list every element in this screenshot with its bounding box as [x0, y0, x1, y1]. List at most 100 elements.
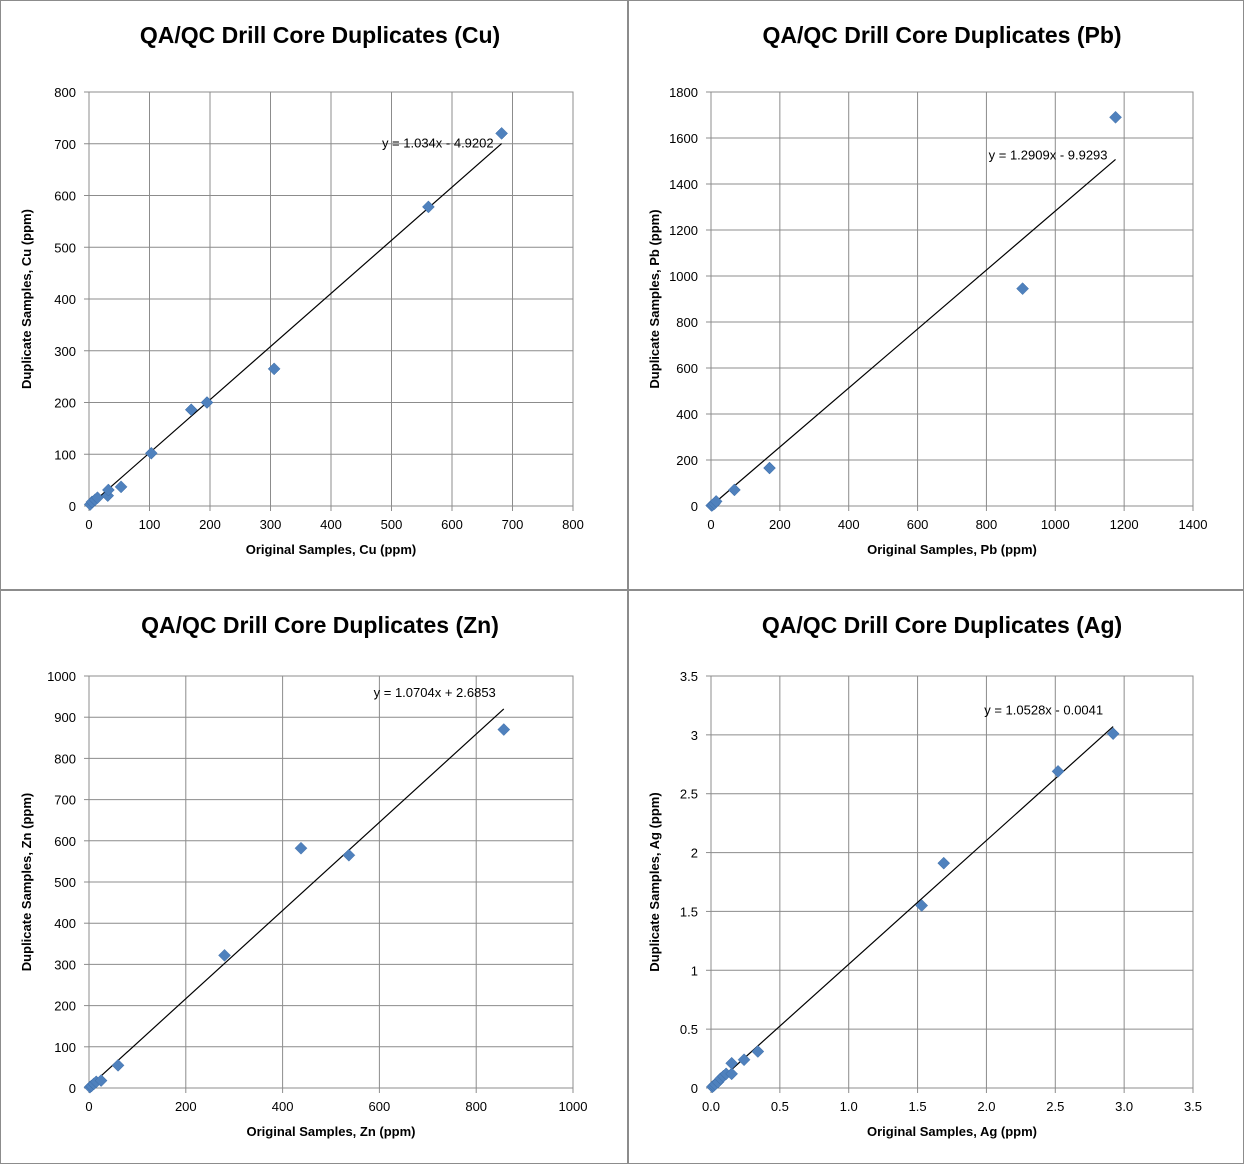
x-tick-label: 500 [381, 517, 403, 532]
y-tick-label: 0 [691, 1081, 698, 1096]
data-point [751, 1045, 765, 1058]
x-tick-label: 400 [272, 1099, 294, 1114]
x-tick-label: 1400 [1179, 517, 1208, 532]
data-point [144, 446, 158, 460]
y-tick-label: 1200 [669, 223, 698, 238]
x-tick-label: 200 [175, 1099, 197, 1114]
data-point [709, 495, 723, 508]
x-axis-label: Original Samples, Pb (ppm) [867, 542, 1037, 557]
y-tick-label: 500 [54, 875, 76, 890]
y-tick-label: 900 [54, 710, 76, 725]
y-tick-label: 600 [676, 361, 698, 376]
chart-svg: QA/QC Drill Core Duplicates (Zn) 0 200 400 6… [19, 612, 588, 1139]
chart-title: QA/QC Drill Core Duplicates (Pb) [762, 22, 1121, 48]
y-tick-label: 1000 [47, 669, 76, 684]
y-tick-label: 400 [54, 292, 76, 307]
chart-zn: QA/QC Drill Core Duplicates (Zn) 0 200 400 6… [0, 590, 628, 1164]
data-point [114, 480, 128, 494]
data-point [1106, 727, 1120, 741]
x-tick-label: 0 [85, 1099, 92, 1114]
y-tick-label: 2.5 [680, 787, 698, 802]
y-axis-label: Duplicate Samples, Pb (ppm) [647, 209, 662, 388]
x-axis-label: Original Samples, Zn (ppm) [246, 1124, 415, 1139]
trendline-equation: y = 1.0528x - 0.0041 [984, 703, 1103, 718]
y-axis-label: Duplicate Samples, Ag (ppm) [647, 792, 662, 971]
y-tick-label: 100 [54, 447, 76, 462]
data-point [422, 200, 435, 214]
x-tick-label: 600 [441, 517, 463, 532]
trendline [88, 708, 505, 1088]
y-axis-label: Duplicate Samples, Cu (ppm) [19, 209, 34, 389]
x-tick-label: 100 [139, 517, 161, 532]
x-tick-label: 200 [199, 517, 221, 532]
y-tick-label: 0 [69, 1081, 76, 1096]
data-point [267, 362, 281, 376]
x-tick-label: 0 [707, 517, 714, 532]
chart-title: QA/QC Drill Core Duplicates (Cu) [140, 22, 500, 48]
data-point [937, 856, 951, 870]
y-tick-label: 800 [54, 751, 76, 766]
data-point [737, 1053, 751, 1067]
y-tick-label: 300 [54, 344, 76, 359]
y-tick-label: 2 [691, 846, 698, 861]
chart-ag: QA/QC Drill Core Duplicates (Ag) 0.0 0.5 1.… [628, 590, 1244, 1164]
y-tick-label: 800 [676, 315, 698, 330]
x-tick-label: 1.0 [840, 1099, 858, 1114]
y-tick-label: 300 [54, 957, 76, 972]
y-tick-label: 400 [54, 916, 76, 931]
chart-title: QA/QC Drill Core Duplicates (Zn) [141, 612, 499, 638]
chart-pb: QA/QC Drill Core Duplicates (Pb) 0 200 400 6… [628, 0, 1244, 590]
data-point [1109, 110, 1122, 124]
x-tick-label: 600 [369, 1099, 391, 1114]
x-axis-label: Original Samples, Cu (ppm) [246, 542, 416, 557]
data-point [1051, 764, 1065, 778]
x-tick-label: 800 [465, 1099, 487, 1114]
x-tick-label: 600 [907, 517, 929, 532]
x-tick-label: 1000 [559, 1099, 588, 1114]
y-tick-label: 200 [54, 999, 76, 1014]
x-tick-label: 800 [562, 517, 584, 532]
y-tick-label: 100 [54, 1040, 76, 1055]
x-tick-label: 3.0 [1115, 1099, 1133, 1114]
chart-title: QA/QC Drill Core Duplicates (Ag) [762, 612, 1122, 638]
data-point [1016, 282, 1029, 296]
data-point [91, 491, 104, 505]
data-point [184, 403, 198, 417]
y-tick-label: 600 [54, 834, 76, 849]
y-tick-label: 0 [691, 499, 698, 514]
data-point [728, 483, 741, 497]
data-point [915, 899, 929, 912]
x-tick-label: 1200 [1110, 517, 1139, 532]
chart-svg: QA/QC Drill Core Duplicates (Ag) 0.0 0.5 1.… [647, 612, 1202, 1139]
trendline-equation: y = 1.2909x - 9.9293 [989, 147, 1108, 162]
y-tick-label: 1400 [669, 177, 698, 192]
y-tick-label: 0.5 [680, 1022, 698, 1037]
data-point [342, 848, 356, 862]
y-tick-label: 3 [691, 728, 698, 743]
x-tick-label: 2.0 [977, 1099, 995, 1114]
x-tick-label: 0 [85, 517, 92, 532]
y-tick-label: 200 [676, 453, 698, 468]
y-tick-label: 600 [54, 189, 76, 204]
data-point [111, 1058, 125, 1072]
x-axis-label: Original Samples, Ag (ppm) [867, 1124, 1037, 1139]
y-tick-label: 1600 [669, 131, 698, 146]
trendline [710, 726, 1114, 1089]
y-tick-label: 500 [54, 240, 76, 255]
data-point [763, 461, 776, 475]
x-tick-label: 400 [320, 517, 342, 532]
x-tick-label: 300 [260, 517, 282, 532]
x-tick-label: 3.5 [1184, 1099, 1202, 1114]
x-tick-label: 800 [976, 517, 998, 532]
x-tick-label: 1000 [1041, 517, 1070, 532]
data-point [497, 723, 511, 736]
x-tick-label: 0.0 [702, 1099, 720, 1114]
x-tick-label: 0.5 [771, 1099, 789, 1114]
data-point [102, 483, 115, 497]
plot-area [710, 675, 1194, 1089]
data-point [218, 948, 231, 962]
data-point [200, 396, 214, 409]
x-tick-label: 200 [769, 517, 791, 532]
y-tick-label: 1800 [669, 85, 698, 100]
data-point [294, 841, 308, 855]
